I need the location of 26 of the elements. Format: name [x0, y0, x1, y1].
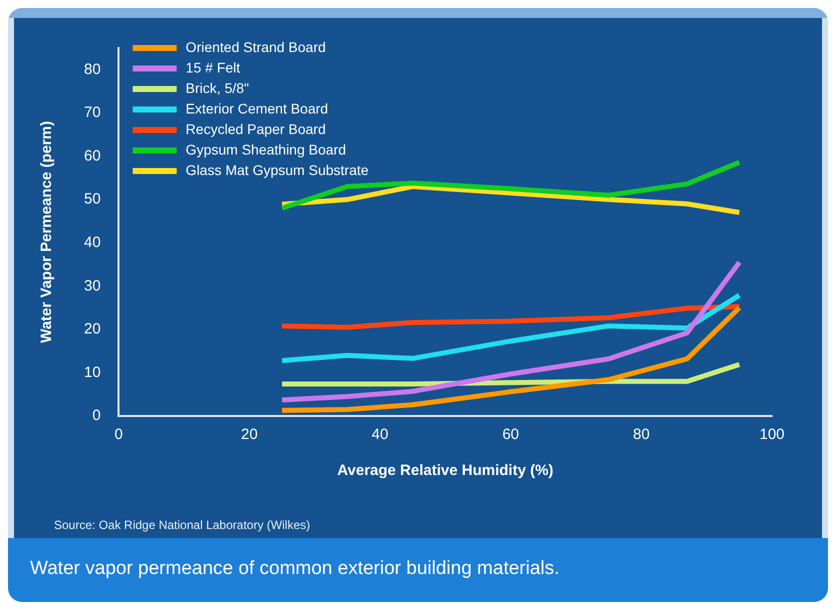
y-tick-label: 30	[84, 277, 101, 294]
legend-label: Oriented Strand Board	[186, 38, 326, 55]
legend-label: Recycled Paper Board	[186, 120, 326, 137]
x-tick-label: 20	[241, 426, 258, 444]
y-tick-label: 70	[84, 104, 101, 122]
legend-label: Brick, 5/8"	[186, 80, 250, 96]
legend-label: Exterior Cement Board	[186, 100, 328, 116]
source-note: Source: Oak Ridge National Laboratory (Wilkes)	[54, 518, 310, 532]
x-tick-label: 100	[759, 426, 785, 444]
x-tick-label: 40	[372, 426, 388, 444]
y-tick-label: 80	[84, 60, 101, 78]
legend-label: Gypsum Sheathing Board	[186, 141, 346, 158]
x-tick-label: 80	[632, 426, 650, 444]
y-tick-label: 40	[84, 234, 101, 251]
y-tick-label: 50	[84, 190, 101, 208]
x-tick-label: 0	[114, 426, 123, 444]
legend-label: 15 # Felt	[186, 59, 240, 76]
y-tick-label: 10	[84, 364, 101, 381]
y-axis-title: Water Vapor Permeance (perm)	[38, 120, 56, 344]
legend-label: Glass Mat Gypsum Substrate	[186, 162, 369, 178]
x-axis-title: Average Relative Humidity (%)	[337, 462, 554, 480]
x-tick-label: 60	[502, 426, 520, 444]
y-tick-label: 20	[84, 320, 101, 338]
y-tick-label: 60	[84, 147, 101, 164]
text: Water vapor permeance of common exterior building materials.	[8, 538, 828, 602]
y-tick-label: 0	[92, 407, 101, 424]
